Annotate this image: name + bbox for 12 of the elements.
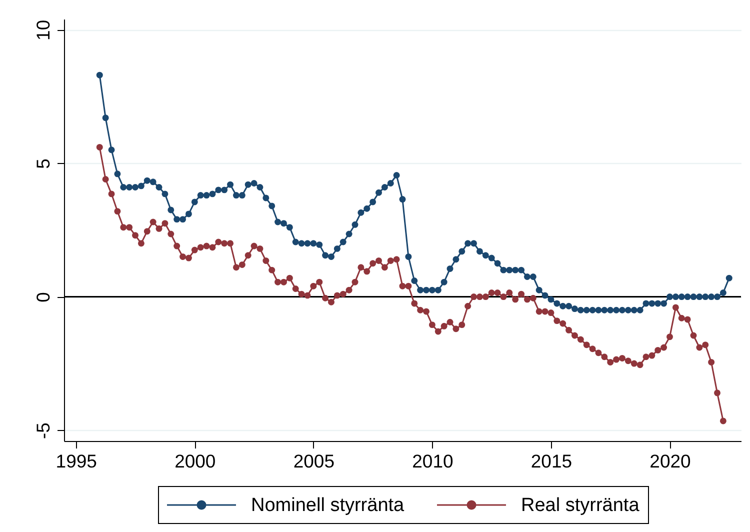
x-tick-label: 2010 <box>412 450 454 472</box>
legend-label: Nominell styrränta <box>251 495 405 516</box>
x-tick-label: 1995 <box>56 450 97 472</box>
x-tick-label: 2015 <box>530 450 572 472</box>
y-tick-label: -5 <box>32 422 54 440</box>
x-tick-label: 2000 <box>174 450 216 472</box>
x-tick-label: 2020 <box>650 450 691 472</box>
x-tick-label: 2005 <box>293 450 334 472</box>
y-tick-label: 10 <box>32 20 54 40</box>
y-tick-label: 5 <box>32 158 54 169</box>
legend-label: Real styrränta <box>521 495 640 516</box>
y-tick-label: 0 <box>32 292 54 302</box>
